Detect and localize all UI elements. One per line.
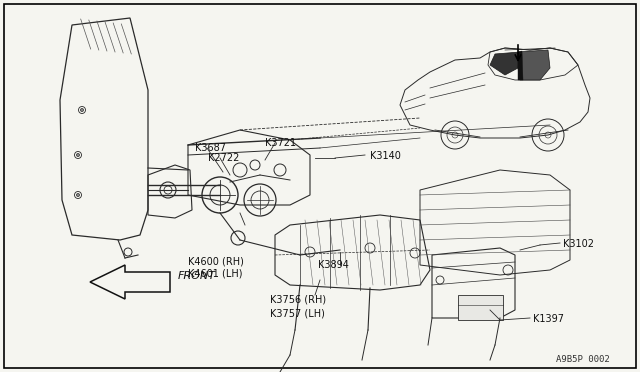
- Circle shape: [77, 193, 79, 196]
- Text: FRONT: FRONT: [178, 271, 216, 281]
- Circle shape: [77, 154, 79, 157]
- Text: K3721: K3721: [265, 138, 296, 148]
- Text: K3757 (LH): K3757 (LH): [270, 308, 325, 318]
- Polygon shape: [518, 51, 523, 80]
- Text: K3894: K3894: [318, 260, 349, 270]
- Text: K3102: K3102: [563, 239, 594, 249]
- Text: K1397: K1397: [533, 314, 564, 324]
- Text: K4600 (RH): K4600 (RH): [188, 256, 244, 266]
- Text: A9B5P 0002: A9B5P 0002: [556, 355, 610, 364]
- Bar: [458, 295, 503, 320]
- Text: K4601 (LH): K4601 (LH): [188, 269, 243, 279]
- Circle shape: [81, 109, 83, 112]
- Text: K3687: K3687: [195, 143, 226, 153]
- Text: K3756 (RH): K3756 (RH): [270, 295, 326, 305]
- Text: K2722: K2722: [208, 153, 239, 163]
- Polygon shape: [518, 50, 550, 80]
- Text: K3140: K3140: [370, 151, 401, 161]
- Polygon shape: [490, 52, 520, 75]
